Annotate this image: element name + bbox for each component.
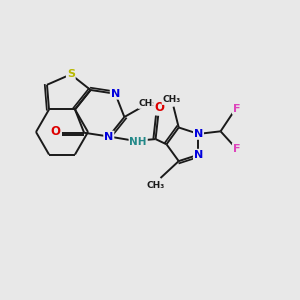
Text: S: S (67, 69, 75, 80)
Text: F: F (233, 104, 240, 114)
Text: F: F (233, 144, 240, 154)
Text: N: N (194, 150, 203, 160)
Text: O: O (50, 125, 60, 138)
Text: N: N (111, 89, 120, 99)
Text: NH: NH (129, 137, 147, 147)
Text: N: N (104, 131, 113, 142)
Text: CH₃: CH₃ (146, 181, 165, 190)
Text: CH₃: CH₃ (162, 95, 181, 104)
Text: O: O (154, 101, 164, 114)
Text: CH₃: CH₃ (138, 99, 157, 108)
Text: N: N (194, 129, 203, 139)
